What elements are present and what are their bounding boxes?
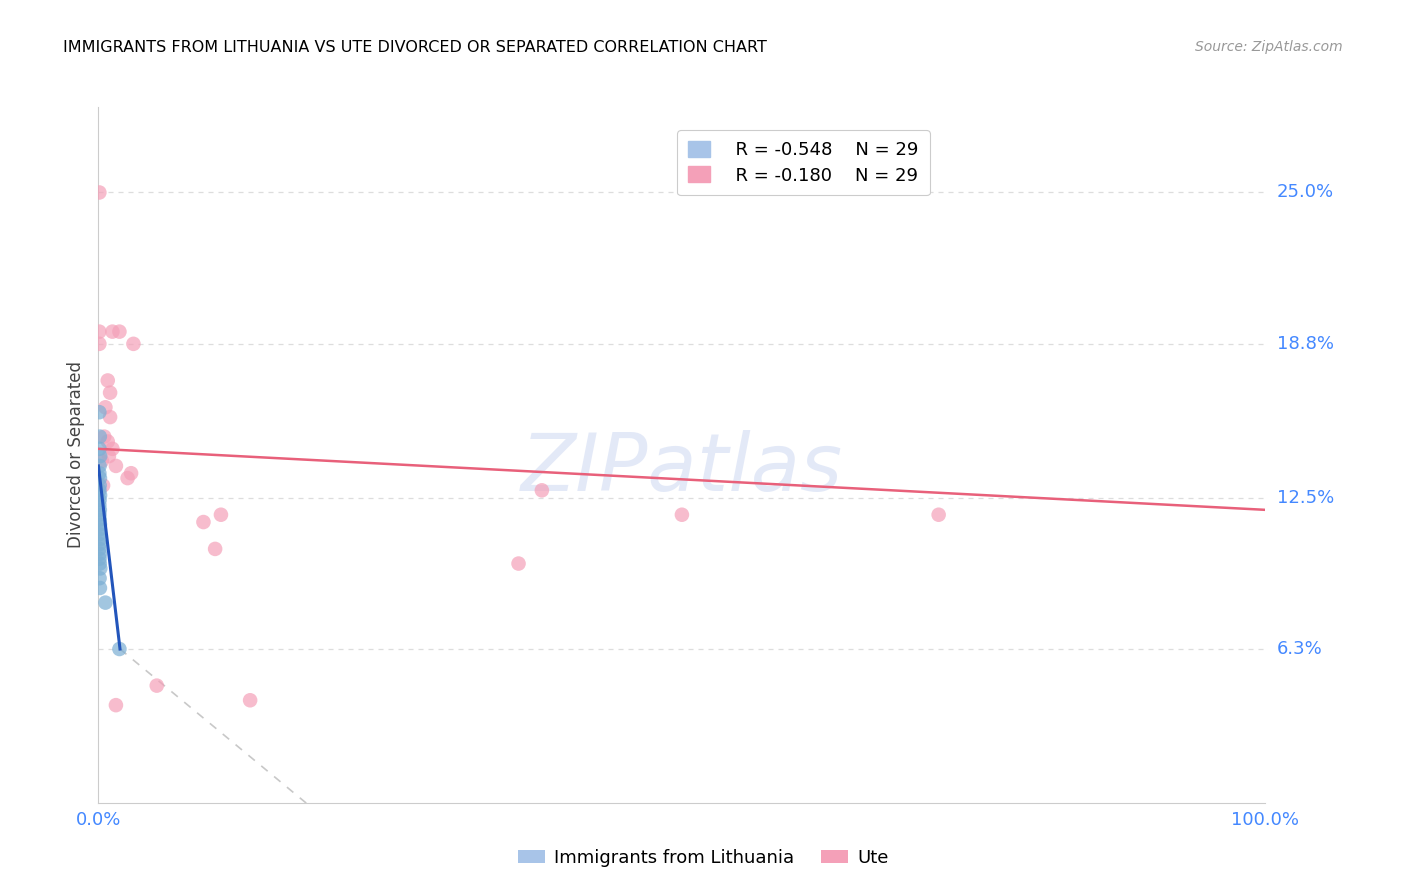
- Point: [122, 336, 145, 351]
- Point: [89, 532, 111, 546]
- Point: [89, 493, 111, 508]
- Text: ZIPatlas: ZIPatlas: [520, 430, 844, 508]
- Point: [89, 498, 111, 512]
- Point: [93, 429, 115, 443]
- Point: [928, 508, 950, 522]
- Text: 12.5%: 12.5%: [1277, 489, 1334, 507]
- Point: [108, 642, 131, 657]
- Point: [89, 517, 111, 532]
- Point: [98, 385, 121, 400]
- Point: [209, 508, 232, 522]
- Point: [89, 405, 111, 419]
- Point: [97, 434, 120, 449]
- Point: [89, 557, 111, 571]
- Point: [89, 537, 111, 551]
- Point: [91, 478, 114, 492]
- Point: [89, 513, 111, 527]
- Point: [108, 325, 131, 339]
- Point: [89, 561, 111, 575]
- Point: [89, 467, 111, 481]
- Text: 25.0%: 25.0%: [1277, 184, 1334, 202]
- Point: [89, 581, 111, 595]
- Legend: Immigrants from Lithuania, Ute: Immigrants from Lithuania, Ute: [510, 842, 896, 874]
- Point: [89, 522, 111, 536]
- Point: [120, 467, 142, 481]
- Point: [101, 442, 124, 456]
- Point: [89, 325, 111, 339]
- Text: Source: ZipAtlas.com: Source: ZipAtlas.com: [1195, 40, 1343, 54]
- Point: [89, 547, 111, 561]
- Point: [89, 527, 111, 541]
- Point: [90, 454, 112, 468]
- Point: [101, 325, 124, 339]
- Point: [89, 488, 111, 502]
- Point: [89, 508, 111, 522]
- Point: [89, 471, 111, 485]
- Point: [146, 679, 169, 693]
- Legend:   R = -0.548    N = 29,   R = -0.180    N = 29: R = -0.548 N = 29, R = -0.180 N = 29: [678, 130, 929, 195]
- Point: [104, 698, 127, 713]
- Point: [89, 541, 111, 556]
- Point: [508, 557, 530, 571]
- Point: [98, 410, 121, 425]
- Point: [89, 571, 111, 585]
- Point: [94, 596, 117, 610]
- Point: [97, 449, 120, 463]
- Point: [89, 503, 111, 517]
- Y-axis label: Divorced or Separated: Divorced or Separated: [66, 361, 84, 549]
- Point: [89, 336, 111, 351]
- Point: [104, 458, 127, 473]
- Point: [89, 483, 111, 498]
- Point: [204, 541, 226, 556]
- Point: [97, 374, 120, 388]
- Point: [193, 515, 215, 529]
- Text: IMMIGRANTS FROM LITHUANIA VS UTE DIVORCED OR SEPARATED CORRELATION CHART: IMMIGRANTS FROM LITHUANIA VS UTE DIVORCE…: [63, 40, 768, 55]
- Point: [89, 186, 111, 200]
- Point: [89, 429, 111, 443]
- Point: [117, 471, 139, 485]
- Point: [89, 458, 111, 473]
- Point: [89, 551, 111, 566]
- Point: [89, 442, 111, 456]
- Point: [530, 483, 553, 498]
- Point: [89, 449, 111, 463]
- Point: [671, 508, 693, 522]
- Point: [89, 478, 111, 492]
- Point: [239, 693, 262, 707]
- Text: 18.8%: 18.8%: [1277, 334, 1333, 353]
- Text: 6.3%: 6.3%: [1277, 640, 1322, 658]
- Point: [94, 401, 117, 415]
